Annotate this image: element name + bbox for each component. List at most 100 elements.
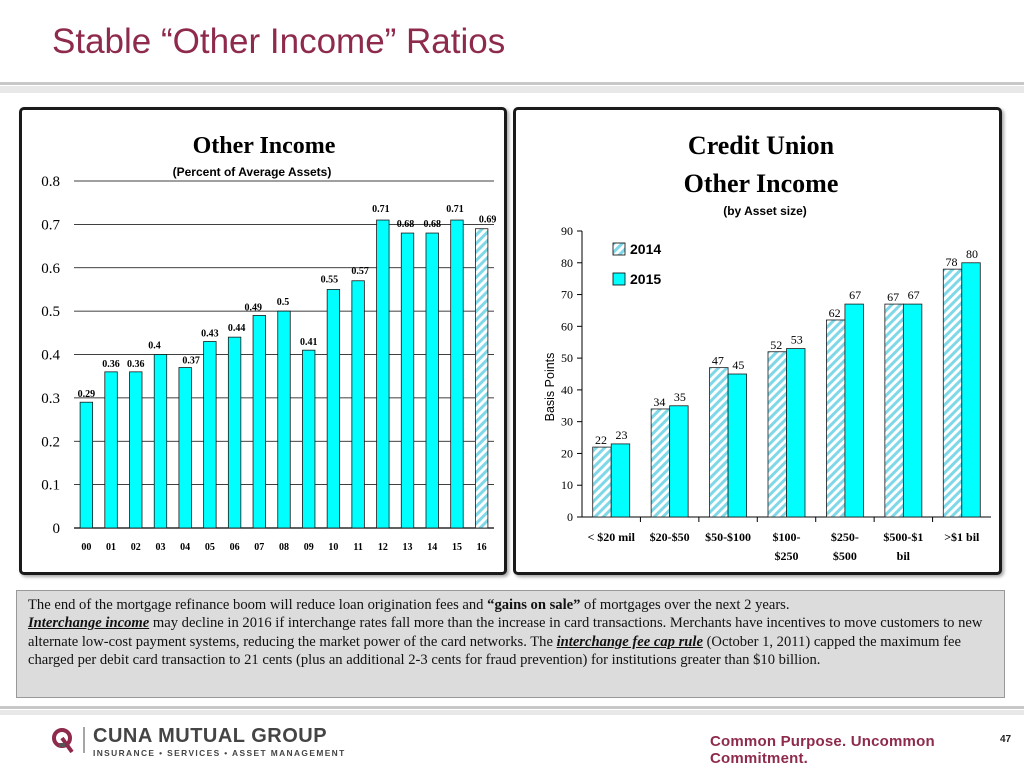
y-tick-label: 0.2 [41,434,60,450]
cuna-logo-icon [52,727,85,754]
bar-2015 [610,443,631,518]
bar-09 [302,349,316,529]
bar-02 [129,371,143,529]
bar-2015 [902,303,923,518]
x-tick-label: 09 [304,542,314,553]
data-label-2014: 47 [712,354,724,368]
data-label: 0.29 [78,389,96,400]
x-tick-label: 07 [254,542,264,553]
note-emphasis-interchange-income: Interchange income [28,615,150,632]
x-tick-label: 11 [353,542,362,553]
header-divider [0,82,1024,85]
note-text-2: of mortgages over the next 2 years. [580,597,790,613]
y-tick-label: 0 [567,510,573,524]
x-tick-label: $20-$50 [650,530,690,544]
footer-divider-band [0,710,1024,715]
note-emphasis-gains-on-sale: “gains on sale” [487,597,581,613]
data-label: 0.68 [397,219,415,230]
x-tick-label: >$1 bil [944,530,980,544]
legend-label-2015: 2015 [630,271,661,287]
credit-union-income-chart: Credit Union Other Income (by Asset size… [543,131,991,563]
bar-13 [400,232,415,529]
bar-2014 [709,367,729,518]
bar-08 [277,310,291,529]
data-label: 0.5 [277,297,290,308]
note-emphasis-fee-cap-rule: interchange fee cap rule [556,633,703,650]
x-tick-label: $250 [775,549,799,563]
commentary-box: The end of the mortgage refinance boom w… [16,590,1005,698]
data-label: 0.71 [372,204,390,215]
x-tick-label: 00 [81,542,91,553]
chart-title-line-2: Other Income [684,169,839,198]
data-label: 0.69 [479,215,497,226]
y-tick-label: 0.6 [41,261,60,277]
bar-2014 [767,351,787,518]
x-tick-label: $500-$1 [883,530,923,544]
bar-05 [203,341,217,529]
data-label: 0.36 [102,359,120,370]
x-tick-label: 15 [452,542,462,553]
x-tick-label: $50-$100 [705,530,751,544]
chart-subtitle: (by Asset size) [723,204,807,218]
data-label: 0.4 [148,341,161,352]
data-label-2015: 67 [908,288,920,302]
y-tick-label: 70 [561,288,573,302]
data-label: 0.41 [300,337,318,348]
legend-swatch-2014 [612,242,626,256]
x-tick-label: bil [897,549,911,563]
bar-11 [351,280,365,529]
x-tick-label: 03 [155,542,165,553]
bar-2014 [942,268,963,518]
data-label-2015: 53 [791,333,803,347]
bar-12 [376,219,390,529]
footer-slogan: Common Purpose. Uncommon Commitment. [710,733,935,767]
header-divider-band [0,86,1024,93]
chart-title: Other Income [193,133,336,159]
y-axis-label: Basis Points [543,353,557,422]
note-text-3: may decline in 2016 if interchange rates… [28,615,983,650]
y-tick-label: 30 [561,415,573,429]
data-label: 0.55 [321,274,339,285]
data-label-2015: 67 [849,288,861,302]
data-label: 0.43 [201,328,219,339]
bar-2014 [650,408,671,518]
x-tick-label: $100- [773,530,801,544]
data-label-2014: 78 [946,255,958,269]
x-tick-label: 02 [131,542,141,553]
bar-00 [79,401,94,529]
slide-title: Stable “Other Income” Ratios [52,22,506,61]
x-tick-label: < $20 mil [587,530,635,544]
bar-04 [178,367,192,529]
data-label-2014: 67 [887,290,899,304]
data-label-2014: 52 [770,338,782,352]
bar-16 [474,228,489,529]
y-tick-label: 0 [53,521,61,537]
x-tick-label: 04 [180,542,190,553]
legend-swatch-2015 [612,272,626,286]
logo-name: CUNA MUTUAL GROUP [93,725,328,747]
bar-2015 [786,348,806,518]
data-label: 0.37 [182,356,200,367]
other-income-chart: Other Income (Percent of Average Assets)… [41,133,497,553]
y-tick-label: 0.1 [41,478,60,494]
bar-01 [104,371,118,529]
footer-divider [0,706,1024,709]
x-tick-label: 14 [427,542,437,553]
bar-2014 [826,319,846,518]
x-tick-label: 12 [378,542,388,553]
y-tick-label: 0.8 [41,174,60,190]
bar-2014 [884,303,904,518]
x-tick-label: 01 [106,542,116,553]
x-tick-label: 16 [477,542,487,553]
y-tick-label: 60 [561,319,573,333]
bar-15 [450,219,464,529]
data-label-2015: 45 [732,358,744,372]
note-text-1: The end of the mortgage refinance boom w… [28,597,488,613]
bar-10 [326,289,341,529]
page-number: 47 [1000,734,1012,745]
y-tick-label: 10 [561,478,573,492]
y-tick-label: 90 [561,224,573,238]
x-tick-label: 08 [279,542,289,553]
bar-2015 [669,405,689,518]
legend-label-2014: 2014 [630,241,661,257]
